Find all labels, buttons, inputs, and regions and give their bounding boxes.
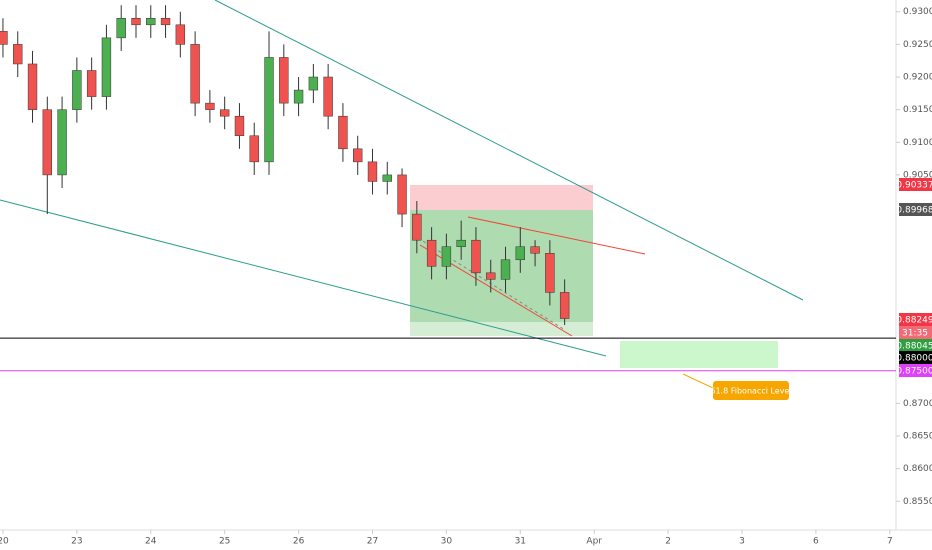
target-box — [620, 341, 778, 368]
candle-body — [426, 239, 437, 267]
candle-body — [353, 148, 363, 163]
price-tag — [899, 203, 932, 216]
candle-body — [545, 253, 555, 293]
price-label: 0.89968 — [896, 206, 932, 216]
price-tag — [899, 364, 932, 377]
level-label: 0.88000 — [896, 354, 932, 364]
trend-line — [214, 0, 804, 301]
candle-body — [0, 31, 8, 45]
candle-body — [131, 18, 141, 26]
countdown-label: 31:35 — [902, 329, 928, 339]
candle-body — [72, 70, 82, 110]
x-tick-label: 27 — [367, 537, 378, 547]
candle-body — [456, 239, 466, 247]
candle-body — [471, 239, 481, 274]
stop-zone — [410, 185, 593, 210]
candle-body — [249, 135, 259, 163]
price-labels: 0.90337 0.89968 0.88249 31:35 0.88045 — [896, 178, 932, 352]
x-tick-label: 31 — [515, 537, 526, 547]
price-label: 0.90337 — [896, 181, 932, 191]
price-label: 0.88045 — [896, 342, 932, 352]
candle-body — [57, 109, 67, 176]
y-tick-label: 0.85500 — [903, 497, 932, 507]
candle-body — [308, 76, 319, 91]
channel-line — [467, 216, 646, 255]
x-tick-label: 7 — [887, 537, 893, 547]
candle-body — [486, 272, 496, 280]
callout-box — [713, 381, 789, 400]
candle-body — [515, 246, 525, 261]
candle-body — [219, 109, 230, 117]
x-tick-label: Apr — [586, 537, 602, 547]
level-label: 0.87500 — [896, 367, 932, 377]
candle-body — [293, 89, 304, 104]
candle-body — [175, 24, 186, 45]
price-tag — [899, 326, 932, 339]
candle-body — [412, 213, 422, 241]
x-tick-label: 23 — [71, 537, 82, 547]
price-tag — [899, 339, 932, 352]
x-tick-label: 20 — [0, 537, 9, 547]
candle-body — [190, 44, 200, 104]
price-tag — [899, 178, 932, 191]
x-tick-label: 2 — [665, 537, 671, 547]
trend-line — [0, 199, 607, 357]
candle-body — [323, 76, 333, 117]
x-tick-label: 3 — [739, 537, 745, 547]
candle-body — [205, 102, 215, 110]
candle-body — [338, 115, 348, 150]
candle-body — [441, 246, 452, 267]
price-tag — [899, 351, 932, 364]
candle-body — [146, 18, 156, 26]
price-tag — [899, 313, 932, 326]
candle-body — [367, 161, 378, 182]
candle-body — [13, 44, 23, 65]
candle-body — [234, 115, 245, 137]
x-tick-label: 25 — [219, 537, 230, 547]
x-tick-label: 26 — [293, 537, 305, 547]
candle-body — [264, 57, 274, 163]
candle-body — [382, 174, 392, 182]
candle-body — [530, 246, 540, 254]
dashed-line — [417, 237, 566, 331]
candle-body — [116, 18, 126, 39]
candle-body — [500, 259, 511, 280]
candle-body — [86, 70, 97, 97]
candle-body — [160, 18, 171, 26]
candle-body — [42, 109, 52, 176]
candle-body — [27, 63, 38, 110]
annotation: 61.8 Fibonacci Level — [710, 387, 791, 396]
callout-line — [682, 373, 714, 389]
candle-body — [397, 174, 407, 215]
x-tick-label: 30 — [441, 537, 453, 547]
candle-body — [101, 37, 112, 97]
x-tick-label: 24 — [145, 537, 157, 547]
candles — [0, 5, 570, 326]
candle-body — [279, 57, 289, 104]
x-tick-label: 6 — [813, 537, 819, 547]
candle-body — [559, 292, 570, 319]
price-label: 0.88249 — [896, 316, 932, 326]
